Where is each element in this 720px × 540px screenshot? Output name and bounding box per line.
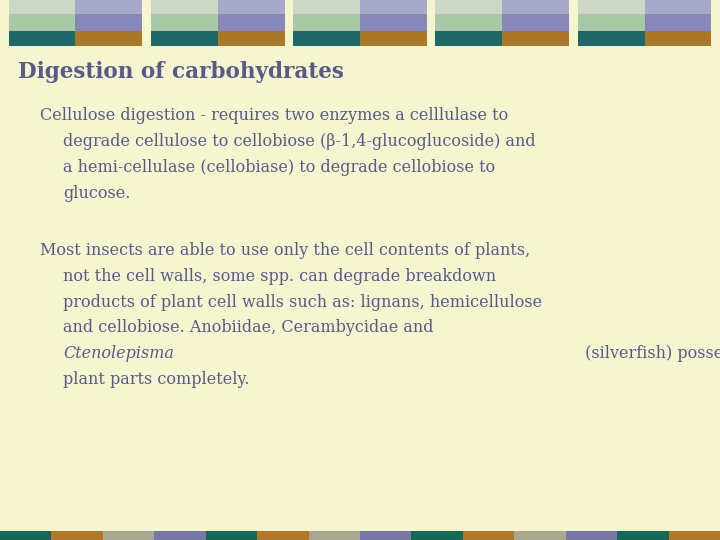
Bar: [411, 531, 463, 540]
Bar: [577, 14, 644, 31]
Text: Ctenolepisma: Ctenolepisma: [63, 346, 174, 362]
Text: and cellobiose. Anobiidae, Cerambycidae and: and cellobiose. Anobiidae, Cerambycidae …: [63, 320, 434, 336]
Bar: [644, 0, 711, 14]
Bar: [360, 14, 427, 31]
Bar: [206, 531, 257, 540]
Bar: [514, 531, 566, 540]
Bar: [76, 0, 143, 14]
Bar: [566, 531, 617, 540]
Bar: [360, 31, 427, 46]
Bar: [0, 531, 51, 540]
Text: products of plant cell walls such as: lignans, hemicellulose: products of plant cell walls such as: li…: [63, 294, 542, 310]
Bar: [577, 0, 644, 14]
Text: a hemi-cellulase (cellobiase) to degrade cellobiose to: a hemi-cellulase (cellobiase) to degrade…: [63, 159, 495, 176]
Bar: [617, 531, 669, 540]
Bar: [9, 31, 76, 46]
Text: degrade cellulose to cellobiose (β-1,4-glucoglucoside) and: degrade cellulose to cellobiose (β-1,4-g…: [63, 133, 536, 150]
Bar: [503, 31, 569, 46]
Bar: [503, 0, 569, 14]
Bar: [293, 0, 360, 14]
Text: (silverfish) possess a cellulase and digest: (silverfish) possess a cellulase and dig…: [580, 346, 720, 362]
Bar: [669, 531, 720, 540]
Bar: [503, 14, 569, 31]
Bar: [151, 0, 217, 14]
Bar: [436, 14, 503, 31]
Bar: [436, 31, 503, 46]
Bar: [76, 14, 143, 31]
Text: glucose.: glucose.: [63, 185, 131, 201]
Text: Digestion of carbohydrates: Digestion of carbohydrates: [18, 61, 344, 83]
Bar: [257, 531, 309, 540]
Bar: [9, 0, 76, 14]
Bar: [151, 31, 217, 46]
Text: plant parts completely.: plant parts completely.: [63, 372, 250, 388]
Bar: [436, 0, 503, 14]
Bar: [293, 14, 360, 31]
Bar: [217, 31, 284, 46]
Bar: [103, 531, 154, 540]
Text: Cellulose digestion - requires two enzymes a celllulase to: Cellulose digestion - requires two enzym…: [40, 107, 508, 124]
Bar: [51, 531, 103, 540]
Text: Most insects are able to use only the cell contents of plants,: Most insects are able to use only the ce…: [40, 242, 530, 259]
Bar: [360, 531, 411, 540]
Bar: [293, 31, 360, 46]
Bar: [644, 14, 711, 31]
Bar: [360, 0, 427, 14]
Bar: [577, 31, 644, 46]
Text: not the cell walls, some spp. can degrade breakdown: not the cell walls, some spp. can degrad…: [63, 268, 497, 285]
Bar: [309, 531, 360, 540]
Bar: [76, 31, 143, 46]
Bar: [217, 0, 284, 14]
Bar: [151, 14, 217, 31]
Bar: [9, 14, 76, 31]
Bar: [644, 31, 711, 46]
Bar: [463, 531, 514, 540]
Bar: [154, 531, 206, 540]
Bar: [217, 14, 284, 31]
